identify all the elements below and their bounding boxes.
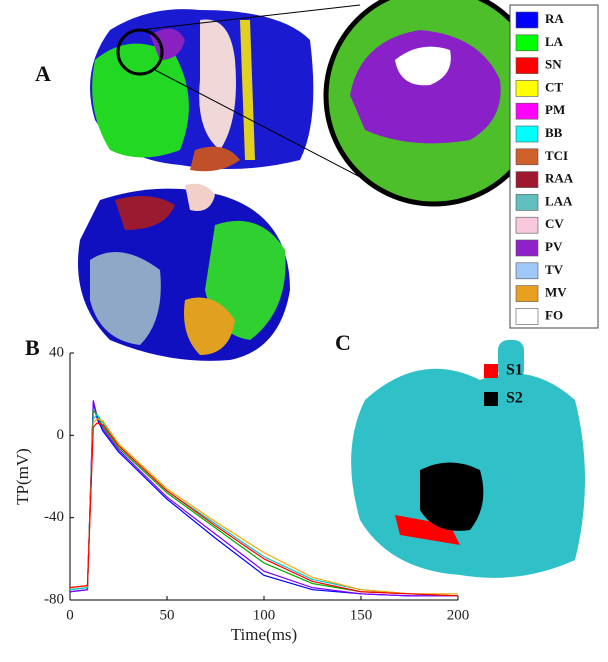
legend-label: PM bbox=[545, 102, 565, 117]
legend-swatch bbox=[484, 392, 498, 406]
legend-swatch bbox=[516, 263, 538, 279]
legend-swatch bbox=[516, 194, 538, 210]
legend-label: RA bbox=[545, 11, 564, 26]
legend-label: CV bbox=[545, 216, 564, 231]
legend-swatch bbox=[516, 308, 538, 324]
legend-swatch bbox=[516, 149, 538, 165]
x-tick-label: 200 bbox=[447, 607, 470, 623]
y-tick-label: -80 bbox=[44, 591, 64, 607]
legend-label: LA bbox=[545, 34, 564, 49]
legend-swatch bbox=[516, 80, 538, 96]
legend-swatch bbox=[516, 12, 538, 28]
panel-label: C bbox=[335, 330, 351, 355]
panel-label: B bbox=[25, 335, 40, 360]
atria-render bbox=[351, 340, 585, 578]
x-tick-label: 0 bbox=[66, 607, 74, 623]
figure: A B C RA LA SN CT PM BB TCI RAA LAA CV PV TV MV FO S1 S2 -8… bbox=[0, 0, 608, 662]
legend-swatch bbox=[516, 58, 538, 74]
y-axis-label: TP(mV) bbox=[13, 448, 32, 505]
legend-label: TV bbox=[545, 262, 564, 277]
legend-label: S1 bbox=[506, 362, 523, 379]
s2-region bbox=[420, 463, 483, 531]
y-tick-label: 0 bbox=[57, 427, 65, 443]
y-tick-label: -40 bbox=[44, 509, 64, 525]
x-tick-label: 100 bbox=[253, 607, 276, 623]
legend-label: TCI bbox=[545, 148, 568, 163]
legend-swatch bbox=[516, 103, 538, 119]
legend-swatch bbox=[516, 172, 538, 188]
legend-label: MV bbox=[545, 285, 567, 300]
legend-label: CT bbox=[545, 79, 563, 94]
legend-swatch bbox=[516, 240, 538, 256]
tissue-legend-box bbox=[510, 5, 598, 328]
y-tick-label: 40 bbox=[49, 344, 64, 360]
legend-label: S2 bbox=[506, 390, 523, 407]
x-axis-label: Time(ms) bbox=[231, 625, 297, 644]
legend-label: BB bbox=[545, 125, 563, 140]
legend-swatch bbox=[516, 286, 538, 302]
legend-label: PV bbox=[545, 239, 563, 254]
legend-swatch bbox=[516, 217, 538, 233]
panel-label: A bbox=[35, 61, 51, 86]
legend-swatch bbox=[484, 364, 498, 378]
legend-label: SN bbox=[545, 57, 562, 72]
x-tick-label: 150 bbox=[350, 607, 373, 623]
legend-swatch bbox=[516, 35, 538, 51]
heart-render-bottom bbox=[78, 184, 290, 361]
x-tick-label: 50 bbox=[160, 607, 175, 623]
legend-swatch bbox=[516, 126, 538, 142]
legend-label: LAA bbox=[545, 193, 573, 208]
legend-label: RAA bbox=[545, 171, 574, 186]
legend-label: FO bbox=[545, 307, 563, 322]
